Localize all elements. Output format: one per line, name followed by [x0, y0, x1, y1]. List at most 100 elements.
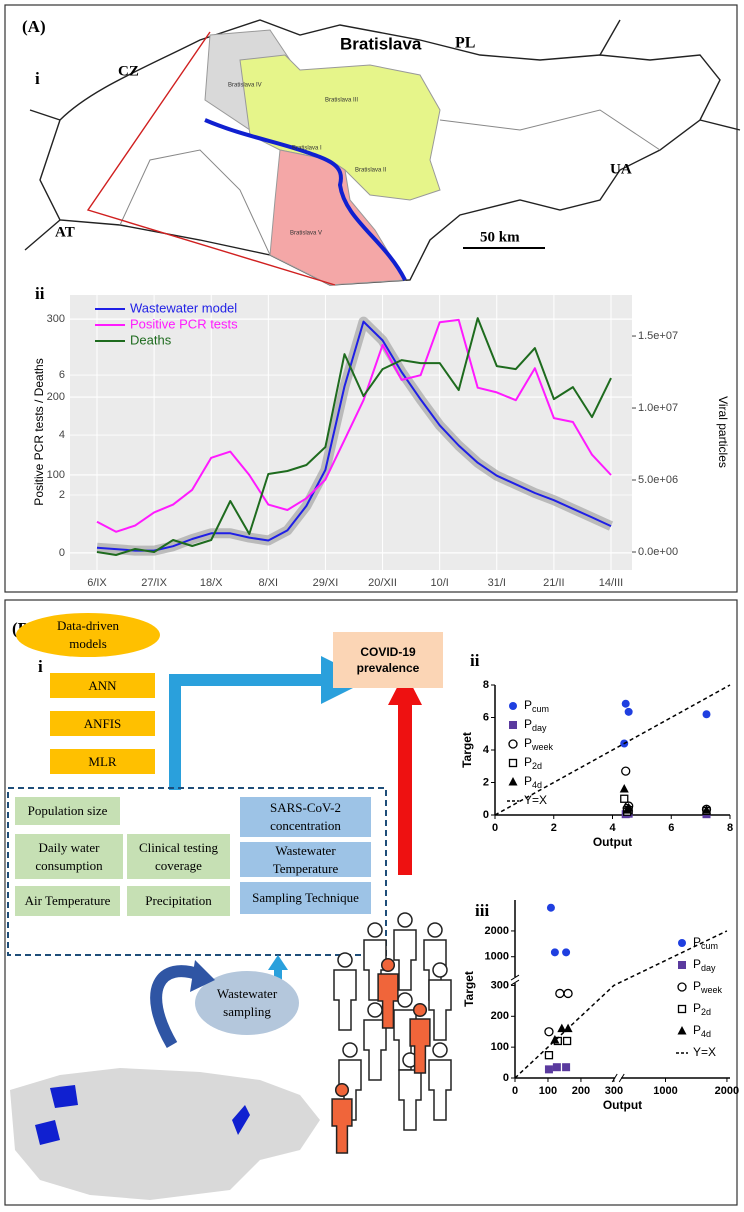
y2-tick-label: 0.0e+00	[638, 546, 678, 558]
point	[624, 707, 633, 716]
district-label: Bratislava IV	[228, 83, 262, 89]
subpanel-label: i	[38, 657, 43, 676]
legend-label: Pweek	[524, 736, 554, 752]
model-box: MLR	[50, 749, 155, 774]
x-tick-label: 27/IX	[141, 577, 167, 589]
input-box: Sampling Technique	[240, 882, 371, 914]
point	[550, 1035, 560, 1044]
y-tick-label: 4	[483, 744, 490, 756]
subpanel-label: iii	[475, 901, 489, 920]
y2-tick-label: 1.5e+07	[638, 330, 678, 342]
identity-line	[494, 684, 731, 816]
country-label: CZ	[118, 63, 139, 79]
y-tick-label: 100	[491, 1041, 509, 1053]
axis-break	[510, 974, 520, 986]
input-box: Wastewater Temperature	[240, 842, 371, 877]
legend-label: Deaths	[130, 332, 172, 347]
series-line	[96, 318, 612, 533]
x-tick-label: 29/XI	[313, 577, 339, 589]
y-axis-title: Target	[460, 732, 474, 768]
sampling-ellipse	[195, 971, 299, 1035]
input-box: Population size	[15, 797, 120, 825]
legend-label: Y=X	[524, 793, 547, 807]
point	[562, 1063, 571, 1072]
zoom-lines	[86, 31, 336, 286]
models-ellipse	[16, 613, 160, 657]
axis-break	[510, 977, 520, 984]
point	[557, 1023, 567, 1033]
y-axis-title: Target	[462, 971, 476, 1007]
world-map	[10, 1068, 320, 1200]
point	[544, 1065, 553, 1074]
y-tick-label: 0	[483, 809, 489, 821]
y-tick-label: 100	[47, 469, 65, 481]
panel-b-frame	[4, 599, 738, 1206]
x-tick-label: 8	[727, 822, 733, 834]
legend-swatch	[509, 702, 517, 710]
y-tick-label: 6	[483, 711, 489, 723]
input-box: Precipitation	[127, 886, 230, 916]
x-tick-label: 31/I	[488, 577, 506, 589]
x-tick-label: 21/II	[543, 577, 564, 589]
x-tick-label: 0	[492, 822, 498, 834]
legend-label: Wastewater model	[130, 300, 237, 315]
y-tick-label: 1000	[485, 951, 509, 963]
scale-label: 50 km	[480, 229, 520, 245]
sampling-label: Wastewater sampling	[216, 986, 278, 1019]
point	[563, 988, 573, 999]
panel-a-frame	[4, 4, 738, 593]
axis-break	[611, 1073, 625, 1083]
legend-swatch	[508, 739, 518, 749]
y-tick-label: 0	[503, 1072, 509, 1084]
country-label: AT	[55, 224, 75, 240]
y3-tick-label: 4	[59, 429, 65, 441]
person-icon	[398, 1052, 422, 1131]
point	[544, 1027, 554, 1037]
y3-tick-label: 6	[59, 369, 65, 381]
subpanel-label: i	[35, 69, 40, 88]
plot-background	[70, 295, 632, 570]
people-icons	[331, 912, 452, 1154]
point	[621, 699, 630, 708]
model-box: ANFIS	[50, 711, 155, 736]
x-tick-label: 1000	[653, 1085, 677, 1097]
y-tick-label: 8	[483, 679, 489, 691]
point	[619, 784, 629, 793]
x-axis-title: Output	[593, 835, 632, 849]
x-tick-label: 20/XII	[368, 577, 397, 589]
x-tick-label: 6/IX	[87, 577, 107, 589]
legend-label: P2d	[693, 1001, 711, 1017]
axis-break	[615, 1073, 622, 1083]
y-tick-label: 0	[59, 547, 65, 559]
legend-label: Positive PCR tests	[130, 316, 238, 331]
subpanel-label: ii	[470, 651, 480, 670]
arrow-head	[190, 960, 215, 992]
y-axis-title: Positive PCR tests / Deaths	[32, 358, 46, 505]
person-icon	[363, 1002, 387, 1081]
district-label: Bratislava V	[290, 231, 322, 237]
point	[562, 1036, 572, 1046]
legend-swatch	[678, 961, 686, 969]
point	[552, 1063, 561, 1072]
legend-label: Pday	[693, 957, 716, 973]
legend-label: Pweek	[693, 979, 723, 995]
y-tick-label: 300	[491, 979, 509, 991]
point	[544, 1051, 554, 1060]
y3-tick-label: 2	[59, 489, 65, 501]
point	[562, 948, 571, 957]
person-icon	[409, 1002, 431, 1074]
legend-swatch	[677, 982, 687, 992]
person-icon	[331, 1082, 353, 1154]
legend-label: P2d	[524, 755, 542, 771]
point	[550, 948, 559, 957]
district-label: Bratislava III	[325, 98, 358, 104]
legend-swatch	[508, 758, 518, 768]
legend-swatch	[508, 777, 518, 786]
country-label: UA	[610, 161, 632, 177]
legend-label: Pday	[524, 717, 547, 733]
y-tick-label: 300	[47, 313, 65, 325]
input-box: Daily water consumption	[15, 834, 123, 879]
person-icon	[428, 1042, 452, 1121]
legend-swatch	[509, 721, 517, 729]
